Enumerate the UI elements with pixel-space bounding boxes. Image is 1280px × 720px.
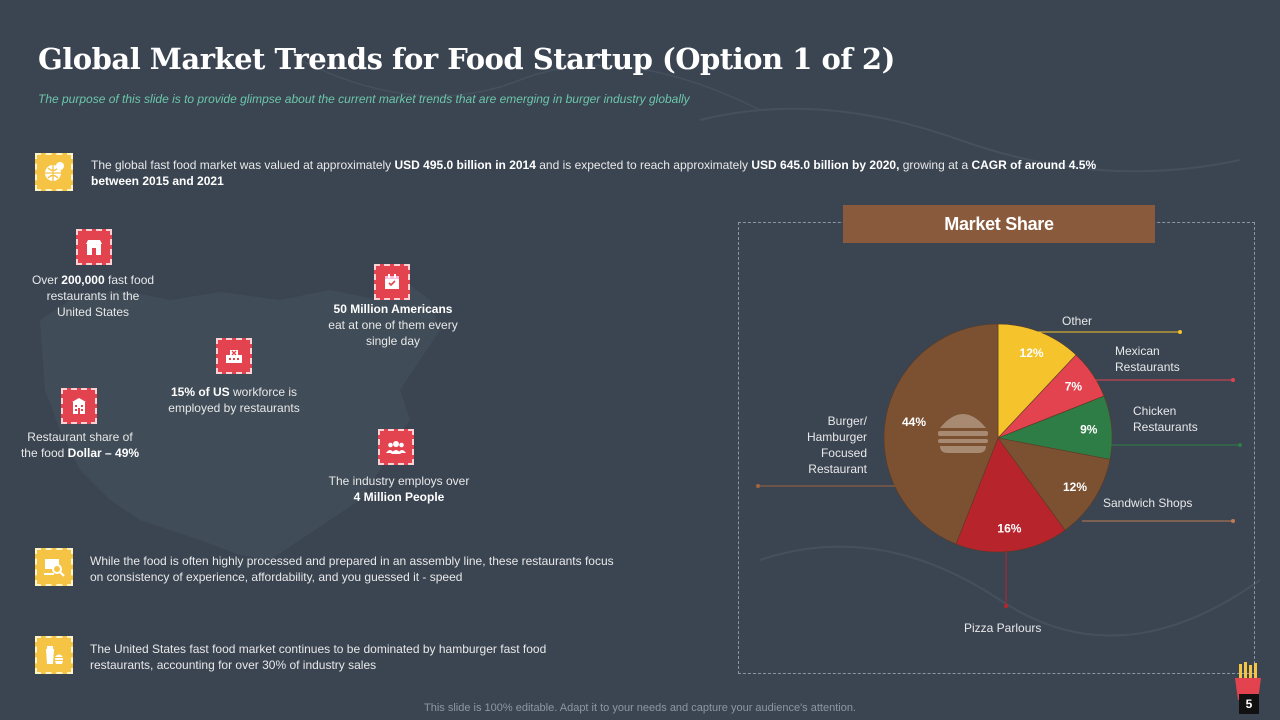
stat-employs-value: 4 Million People [353,490,445,504]
market-share-title: Market Share [843,205,1155,243]
label-chicken-1: Chicken [1133,404,1176,418]
pie-slice-pizza-parlours [955,437,1066,553]
label-burger-2: Hamburger [807,430,867,444]
pie-pct-pizza-parlours: 16% [997,521,1021,535]
stat-restaurants-text-2: fast food restaurants in the United Stat… [46,273,155,319]
pie-pct-mexican-restaurants: 7% [1065,380,1083,394]
page-title: Global Market Trends for Food Startup (O… [38,42,895,76]
fast-food-icon [35,636,73,674]
leader-endpoints [756,330,1242,608]
intro-text-1: The global fast food market was valued a… [91,158,395,172]
label-other: Other [1062,314,1092,328]
intro-text: The global fast food market was valued a… [91,157,1131,189]
pie-slices: 12% 7% 9% 12% 16% 44% [883,323,1113,553]
pie-slice-sandwich-shops [997,437,1111,531]
leader-end-other [1178,330,1182,334]
label-chicken-2: Restaurants [1133,420,1198,434]
leader-end-burger [756,484,760,488]
stat-share-value: Dollar – 49% [67,446,140,460]
page-number: 5 [1239,694,1259,714]
globe-food-icon [35,153,73,191]
workforce-icon [216,338,252,374]
label-mexican-2: Restaurants [1115,360,1180,374]
point-2: The United States fast food market conti… [90,642,547,672]
pie-pct-other: 12% [1020,346,1044,360]
pie-pct-sandwich-shops: 12% [1063,480,1087,494]
intro-cagr: CAGR of around 4.5% between 2015 and 202… [91,158,1097,188]
label-burger-4: Restaurant [808,462,867,476]
subtitle: The purpose of this slide is to provide … [38,92,690,106]
stat-share-text: Restaurant share of the food [20,430,133,460]
pie-pct-burger-hamburger-focused-restaurant: 44% [902,415,926,429]
intro-text-3: growing at a [899,158,972,172]
stat-workforce: 15% of US workforce is employed by resta… [150,384,318,416]
burger-icon [938,414,988,453]
stat-restaurants-text-1: Over [31,273,62,287]
stat-restaurants: Over 200,000 fast food restaurants in th… [28,272,158,320]
leader-end-mexican [1231,378,1235,382]
label-burger-1: Burger/ [828,414,868,428]
point-1: While the food is often highly processed… [90,554,614,584]
leader-end-pizza [1004,604,1008,608]
intro-value-2014: USD 495.0 billion in 2014 [394,158,536,172]
stat-employs: The industry employs over 4 Million Peop… [326,473,472,505]
intro-text-2: and is expected to reach approximately [535,158,752,172]
intro-value-2020: USD 645.0 billion by 2020, [751,158,900,172]
building-share-icon [61,388,97,424]
restaurant-store-icon [76,229,112,265]
assembly-line-icon [35,548,73,586]
people-group-icon [378,429,414,465]
stat-workforce-text: workforce is employed by restaurants [168,385,300,415]
stat-americans-text: eat at one of them every single day [328,318,458,348]
calendar-icon [374,264,410,300]
leader-end-chicken [1238,443,1242,447]
label-burger-3: Focused [821,446,867,460]
leader-end-sandwich [1231,519,1235,523]
footer-note: This slide is 100% editable. Adapt it to… [424,702,856,714]
label-pizza: Pizza Parlours [964,621,1041,635]
stat-americans-value: 50 Million Americans [333,302,453,316]
leader-lines [758,331,1240,606]
stat-restaurants-value: 200,000 [61,273,105,287]
stat-share: Restaurant share of the food Dollar – 49… [18,429,142,461]
stat-employs-text: The industry employs over [328,474,470,488]
label-sandwich: Sandwich Shops [1103,496,1192,510]
pie-pct-chicken-restaurants: 9% [1080,422,1098,436]
stat-americans: 50 Million Americans eat at one of them … [328,301,458,349]
label-mexican-1: Mexican [1115,344,1160,358]
stat-workforce-value: 15% of US [170,385,230,399]
